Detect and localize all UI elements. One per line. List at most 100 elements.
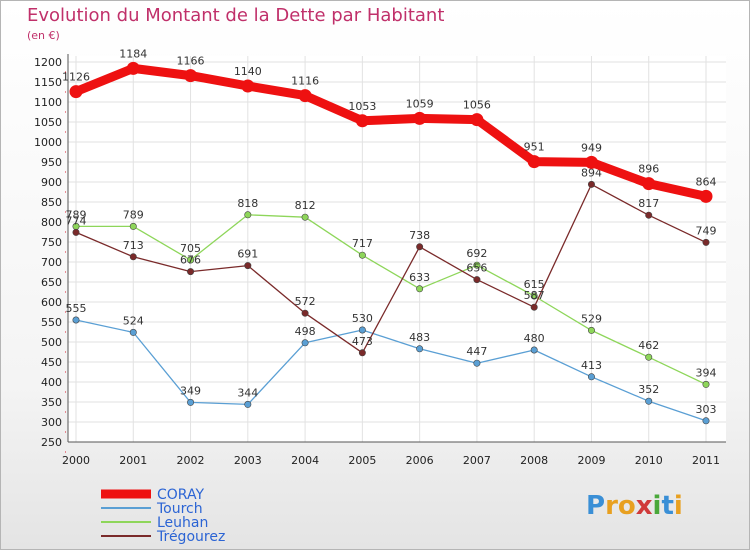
data-point [473,276,481,284]
data-point [355,114,369,128]
data-label: 633 [409,271,430,284]
plot-area [68,56,726,442]
data-point [358,326,366,334]
data-label: 713 [123,239,144,252]
y-tick-label: 1100 [34,96,62,109]
data-label: 615 [524,278,545,291]
data-point [645,353,653,361]
unit-label: (en €) [27,29,60,42]
data-point [244,211,252,219]
data-point [129,328,137,336]
x-tick-label: 2008 [520,454,548,467]
data-label: 789 [123,208,144,221]
series-line-tourch [75,319,707,422]
data-point [470,113,484,127]
data-point [587,373,595,381]
data-label: 789 [66,208,87,221]
x-tick-label: 2003 [234,454,262,467]
data-label: 394 [696,366,717,379]
data-label: 572 [295,295,316,308]
chart-title: Evolution du Montant de la Dette par Hab… [27,5,445,26]
data-point [129,222,137,230]
data-point [702,380,710,388]
data-point [416,285,424,293]
data-point [129,253,137,261]
data-point [530,292,538,300]
legend-label: CORAY [157,487,204,503]
data-label: 896 [638,163,659,176]
y-tick-label: 650 [41,276,62,289]
data-label: 413 [581,359,602,372]
x-tick-label: 2011 [692,454,720,467]
data-point [642,177,656,191]
proxiti-logo: Proxiti [586,491,683,521]
data-label: 691 [237,248,258,261]
data-point [473,359,481,367]
data-label: 1059 [406,97,434,110]
data-label: 894 [581,166,602,179]
series-line-coray [71,63,711,201]
x-tick-label: 2007 [463,454,491,467]
data-label: 587 [524,289,545,302]
data-point [298,89,312,103]
data-label: 1053 [348,100,376,113]
y-tick-label: 700 [41,256,62,269]
data-label: 812 [295,199,316,212]
data-point [72,316,80,324]
data-point [416,243,424,251]
data-label: 951 [524,141,545,154]
x-tick-label: 2005 [348,454,376,467]
data-label: 818 [237,197,258,210]
data-point [527,155,541,169]
data-point [702,417,710,425]
y-tick-label: 1200 [34,56,62,69]
data-label: 483 [409,331,430,344]
data-label: 864 [696,175,717,188]
data-label: 749 [696,224,717,237]
data-point [416,345,424,353]
data-label: 349 [180,384,201,397]
data-label: 352 [638,383,659,396]
y-tick-label: 500 [41,336,62,349]
data-point [530,303,538,311]
data-point [72,228,80,236]
legend-label: Trégourez [156,529,225,545]
data-point [187,268,195,276]
data-label: 949 [581,141,602,154]
data-point [587,326,595,334]
data-label: 447 [466,345,487,358]
y-tick-label: 550 [41,316,62,329]
data-point [301,213,309,221]
data-label: 705 [180,242,201,255]
legend-label: Tourch [156,501,203,517]
data-label: 524 [123,314,144,327]
data-point [244,400,252,408]
data-point [187,398,195,406]
data-label: 555 [66,302,87,315]
data-label: 473 [352,335,373,348]
data-label: 530 [352,312,373,325]
data-point [241,79,255,93]
data-point [473,261,481,269]
data-label: 774 [66,214,87,227]
data-label: 303 [696,403,717,416]
data-label: 1056 [463,99,491,112]
logo-letter: o [617,491,636,521]
y-tick-label: 300 [41,416,62,429]
data-point [301,309,309,317]
logo-letter: x [635,491,653,521]
x-tick-label: 2006 [406,454,434,467]
x-tick-label: 2009 [577,454,605,467]
y-tick-label: 950 [41,156,62,169]
data-label: 717 [352,237,373,250]
y-tick-label: 250 [41,436,62,449]
data-point [702,238,710,246]
data-point [645,211,653,219]
data-label: 1140 [234,65,262,78]
data-label: 1116 [291,75,319,88]
data-point [187,256,195,264]
data-point [69,85,83,99]
series-line-leuhan [75,214,707,386]
data-label: 462 [638,339,659,352]
